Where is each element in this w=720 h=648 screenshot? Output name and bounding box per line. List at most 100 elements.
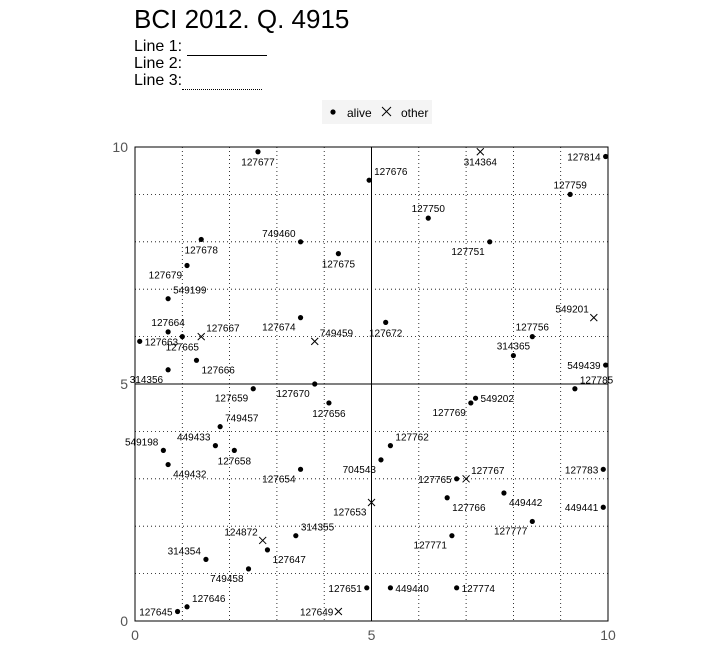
- point-alive-marker: [193, 357, 200, 363]
- grid: [135, 147, 608, 621]
- axis-ticks: 0 5 10 0 5 10: [112, 139, 616, 643]
- point-label: 127645: [139, 608, 173, 619]
- point-other-marker: [334, 607, 343, 616]
- point-alive-marker: [297, 466, 304, 472]
- point-label: 127667: [206, 324, 240, 335]
- point-alive-marker: [603, 362, 609, 368]
- point-label: 449440: [395, 584, 429, 595]
- point-label: 127765: [418, 475, 452, 486]
- point-label: 127750: [412, 204, 446, 215]
- point-alive-marker: [245, 566, 252, 572]
- line-3-label: Line 3:: [134, 72, 183, 89]
- point-label: 127646: [192, 594, 226, 605]
- point-label: 704543: [343, 465, 377, 476]
- point-label: 314355: [301, 523, 335, 534]
- point-alive-marker: [174, 608, 181, 615]
- line-3-blank: [182, 75, 263, 90]
- point-alive-marker: [510, 352, 516, 359]
- point-label: 314356: [130, 375, 164, 386]
- point-other-marker: [462, 474, 470, 483]
- point-alive-marker: [600, 504, 606, 510]
- point-label: 127647: [272, 555, 306, 566]
- point-other-marker: [476, 147, 485, 156]
- point-alive-marker: [335, 251, 341, 257]
- point-label: 449442: [509, 498, 543, 509]
- legend-alive-label: alive: [347, 106, 372, 120]
- point-alive-marker: [449, 533, 455, 539]
- point-alive-marker: [165, 329, 171, 335]
- point-alive-marker: [255, 149, 261, 155]
- point-alive-marker: [203, 556, 209, 562]
- point-other-marker: [589, 313, 598, 322]
- point-alive-marker: [572, 386, 578, 392]
- point-alive-marker: [297, 239, 304, 245]
- point-alive-marker: [454, 476, 460, 482]
- point-alive-marker: [487, 239, 493, 245]
- point-alive-marker: [326, 400, 332, 406]
- point-label: 749458: [210, 574, 244, 585]
- point-label: 127665: [166, 343, 200, 354]
- point-alive-marker: [529, 334, 535, 340]
- point-alive-marker: [198, 236, 204, 243]
- data-points: 127677 127676 127814 127759 127750 749460 1276…: [125, 147, 614, 619]
- point-label: 314365: [497, 342, 531, 353]
- point-alive-marker: [179, 334, 185, 340]
- point-label: 127663: [145, 337, 179, 348]
- point-label: 549199: [173, 286, 207, 297]
- point-other-marker: [258, 536, 267, 545]
- point-label: 127674: [262, 323, 296, 334]
- point-alive-marker: [600, 466, 606, 472]
- y-tick-label: 10: [112, 139, 128, 155]
- line-1-label: Line 1:: [134, 38, 183, 55]
- point-label: 127767: [471, 466, 505, 477]
- point-alive-marker: [364, 585, 370, 591]
- point-label: 749459: [320, 328, 354, 339]
- point-label: 124872: [224, 527, 258, 538]
- point-label: 314354: [168, 546, 202, 557]
- point-label: 127675: [322, 260, 356, 271]
- point-label: 127658: [218, 456, 252, 467]
- point-alive-marker: [312, 381, 318, 387]
- point-alive-marker: [366, 177, 372, 183]
- point-label: 749457: [225, 414, 259, 425]
- point-alive-marker: [165, 296, 171, 302]
- point-alive-marker: [264, 547, 271, 553]
- point-label: 127656: [312, 409, 346, 420]
- point-other-marker: [197, 332, 206, 341]
- y-tick-label: 0: [120, 613, 128, 629]
- plot-frame: [134, 146, 609, 622]
- x-tick-label: 0: [131, 627, 139, 643]
- point-label: 127654: [262, 474, 296, 485]
- point-label: 314364: [464, 158, 498, 169]
- point-alive-marker: [231, 447, 237, 453]
- point-alive-marker: [472, 395, 479, 401]
- point-label: 127672: [369, 328, 403, 339]
- point-alive-marker: [501, 490, 507, 496]
- point-label: 127666: [201, 365, 235, 376]
- legend: alive other: [322, 100, 432, 124]
- point-label: 127769: [432, 408, 466, 419]
- legend-alive-dot-icon: [330, 109, 336, 115]
- point-alive-marker: [529, 518, 535, 525]
- point-alive-marker: [165, 367, 171, 373]
- point-label: 549202: [481, 394, 515, 405]
- point-label: 127759: [553, 180, 587, 191]
- line-1-blank: [186, 41, 267, 56]
- point-alive-marker: [217, 424, 223, 430]
- point-label: 127756: [516, 323, 550, 334]
- point-alive-marker: [425, 215, 431, 221]
- point-label: 127679: [149, 271, 183, 282]
- point-alive-marker: [137, 338, 143, 344]
- point-label: 127670: [276, 389, 310, 400]
- point-alive-marker: [297, 315, 304, 321]
- line-1-field: Line 1:: [134, 38, 267, 56]
- point-alive-marker: [293, 533, 299, 539]
- point-alive-marker: [160, 447, 166, 453]
- point-alive-marker: [468, 400, 474, 406]
- point-label: 127762: [395, 433, 429, 444]
- point-alive-marker: [165, 461, 171, 468]
- point-alive-marker: [250, 386, 256, 392]
- point-label: 127814: [567, 152, 601, 163]
- point-alive-marker: [387, 585, 394, 591]
